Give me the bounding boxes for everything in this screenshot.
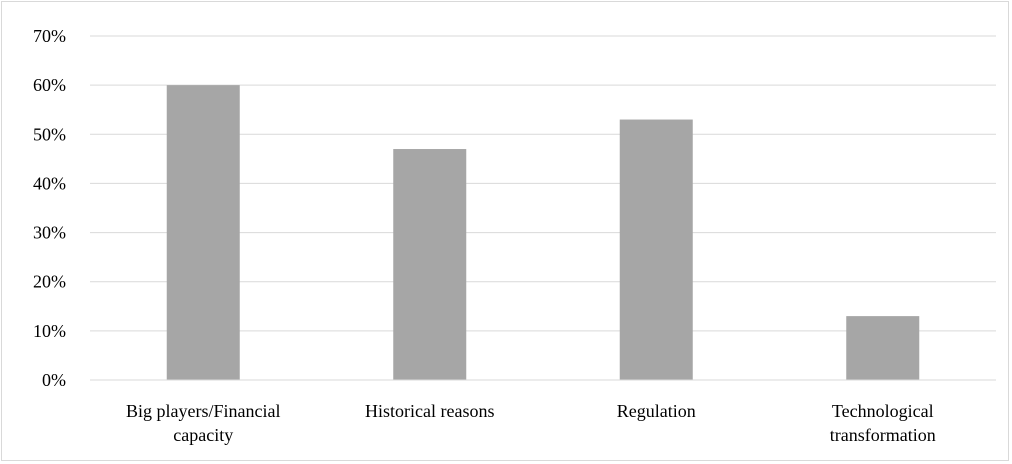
bar — [846, 316, 920, 380]
y-tick-label: 60% — [33, 75, 66, 95]
gridlines — [90, 35, 996, 332]
bar — [393, 149, 467, 380]
y-tick-labels: 0% 10% 20% 30% 40% 50% 60% 70% — [33, 26, 66, 390]
y-tick-label: 50% — [33, 124, 66, 144]
category-label: Historical reasons — [365, 401, 494, 421]
y-tick-label: 30% — [33, 223, 66, 243]
bar — [619, 119, 693, 381]
category-label: Regulation — [617, 401, 696, 421]
category-label: Big players/Financial capacity — [126, 401, 280, 445]
bars — [166, 85, 920, 381]
y-tick-label: 40% — [33, 173, 66, 193]
y-tick-label: 70% — [33, 26, 66, 46]
y-tick-label: 20% — [33, 272, 66, 292]
y-tick-label: 10% — [33, 321, 66, 341]
y-tick-label: 0% — [42, 370, 66, 390]
category-labels: Big players/Financial capacity Historical … — [126, 401, 936, 445]
category-label: Technological transformation — [830, 401, 936, 445]
bar — [166, 85, 240, 381]
